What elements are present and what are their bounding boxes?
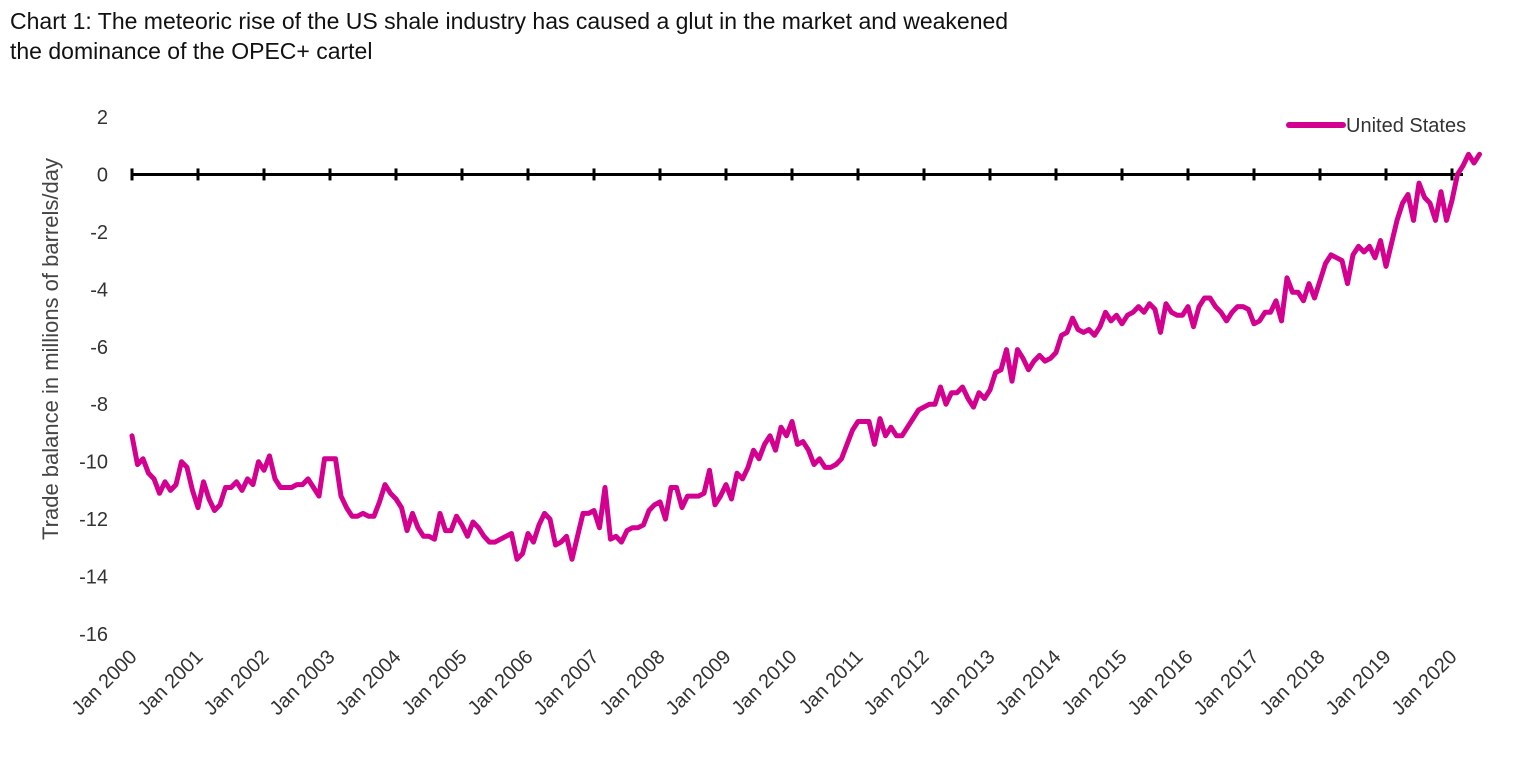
y-tick-label: 0 — [97, 164, 108, 186]
plot-area — [129, 151, 1482, 562]
x-tick-label: Jan 2020 — [1388, 646, 1462, 720]
x-tick-label: Jan 2010 — [728, 646, 802, 720]
x-tick-label: Jan 2005 — [398, 646, 472, 720]
y-tick-label: -2 — [90, 222, 108, 244]
legend: United States — [1286, 115, 1466, 137]
x-tick-label: Jan 2006 — [464, 646, 538, 720]
x-tick-label: Jan 2015 — [1058, 646, 1132, 720]
y-tick-label: -14 — [79, 567, 108, 589]
x-tick-label: Jan 2000 — [68, 646, 142, 720]
y-axis-title-group: Trade balance in millions of barrels/day — [38, 158, 63, 540]
x-tick-label: Jan 2009 — [662, 646, 736, 720]
y-tick-label: 2 — [97, 107, 108, 129]
y-tick-label: -10 — [79, 452, 108, 474]
y-tick-label: -16 — [79, 624, 108, 646]
x-tick-label: Jan 2013 — [926, 646, 1000, 720]
x-tick-label: Jan 2018 — [1256, 646, 1330, 720]
legend-label-united-states: United States — [1346, 115, 1466, 137]
x-tick-label: Jan 2017 — [1190, 646, 1264, 720]
x-tick-label: Jan 2001 — [134, 646, 208, 720]
y-tick-label: -8 — [90, 394, 108, 416]
x-tick-label: Jan 2016 — [1124, 646, 1198, 720]
x-tick-label: Jan 2012 — [860, 646, 934, 720]
x-tick-label: Jan 2007 — [530, 646, 604, 720]
x-tick-label: Jan 2008 — [596, 646, 670, 720]
series-line-united-states — [129, 151, 1482, 562]
x-tick-label: Jan 2003 — [266, 646, 340, 720]
x-tick-label: Jan 2019 — [1322, 646, 1396, 720]
x-tick-label: Jan 2014 — [992, 646, 1066, 720]
y-tick-label: -4 — [90, 279, 108, 301]
x-tick-label: Jan 2011 — [795, 646, 868, 719]
chart-title: Chart 1: The meteoric rise of the US sha… — [10, 8, 1009, 64]
y-tick-labels: 2 0 -2 -4 -6 -8 -10 -12 -14 -16 — [79, 107, 108, 646]
x-tick-label: Jan 2004 — [332, 646, 406, 720]
y-tick-label: -6 — [90, 337, 108, 359]
x-tick-label: Jan 2002 — [200, 646, 274, 720]
y-axis-title: Trade balance in millions of barrels/day — [38, 158, 63, 540]
y-tick-label: -12 — [79, 509, 108, 531]
